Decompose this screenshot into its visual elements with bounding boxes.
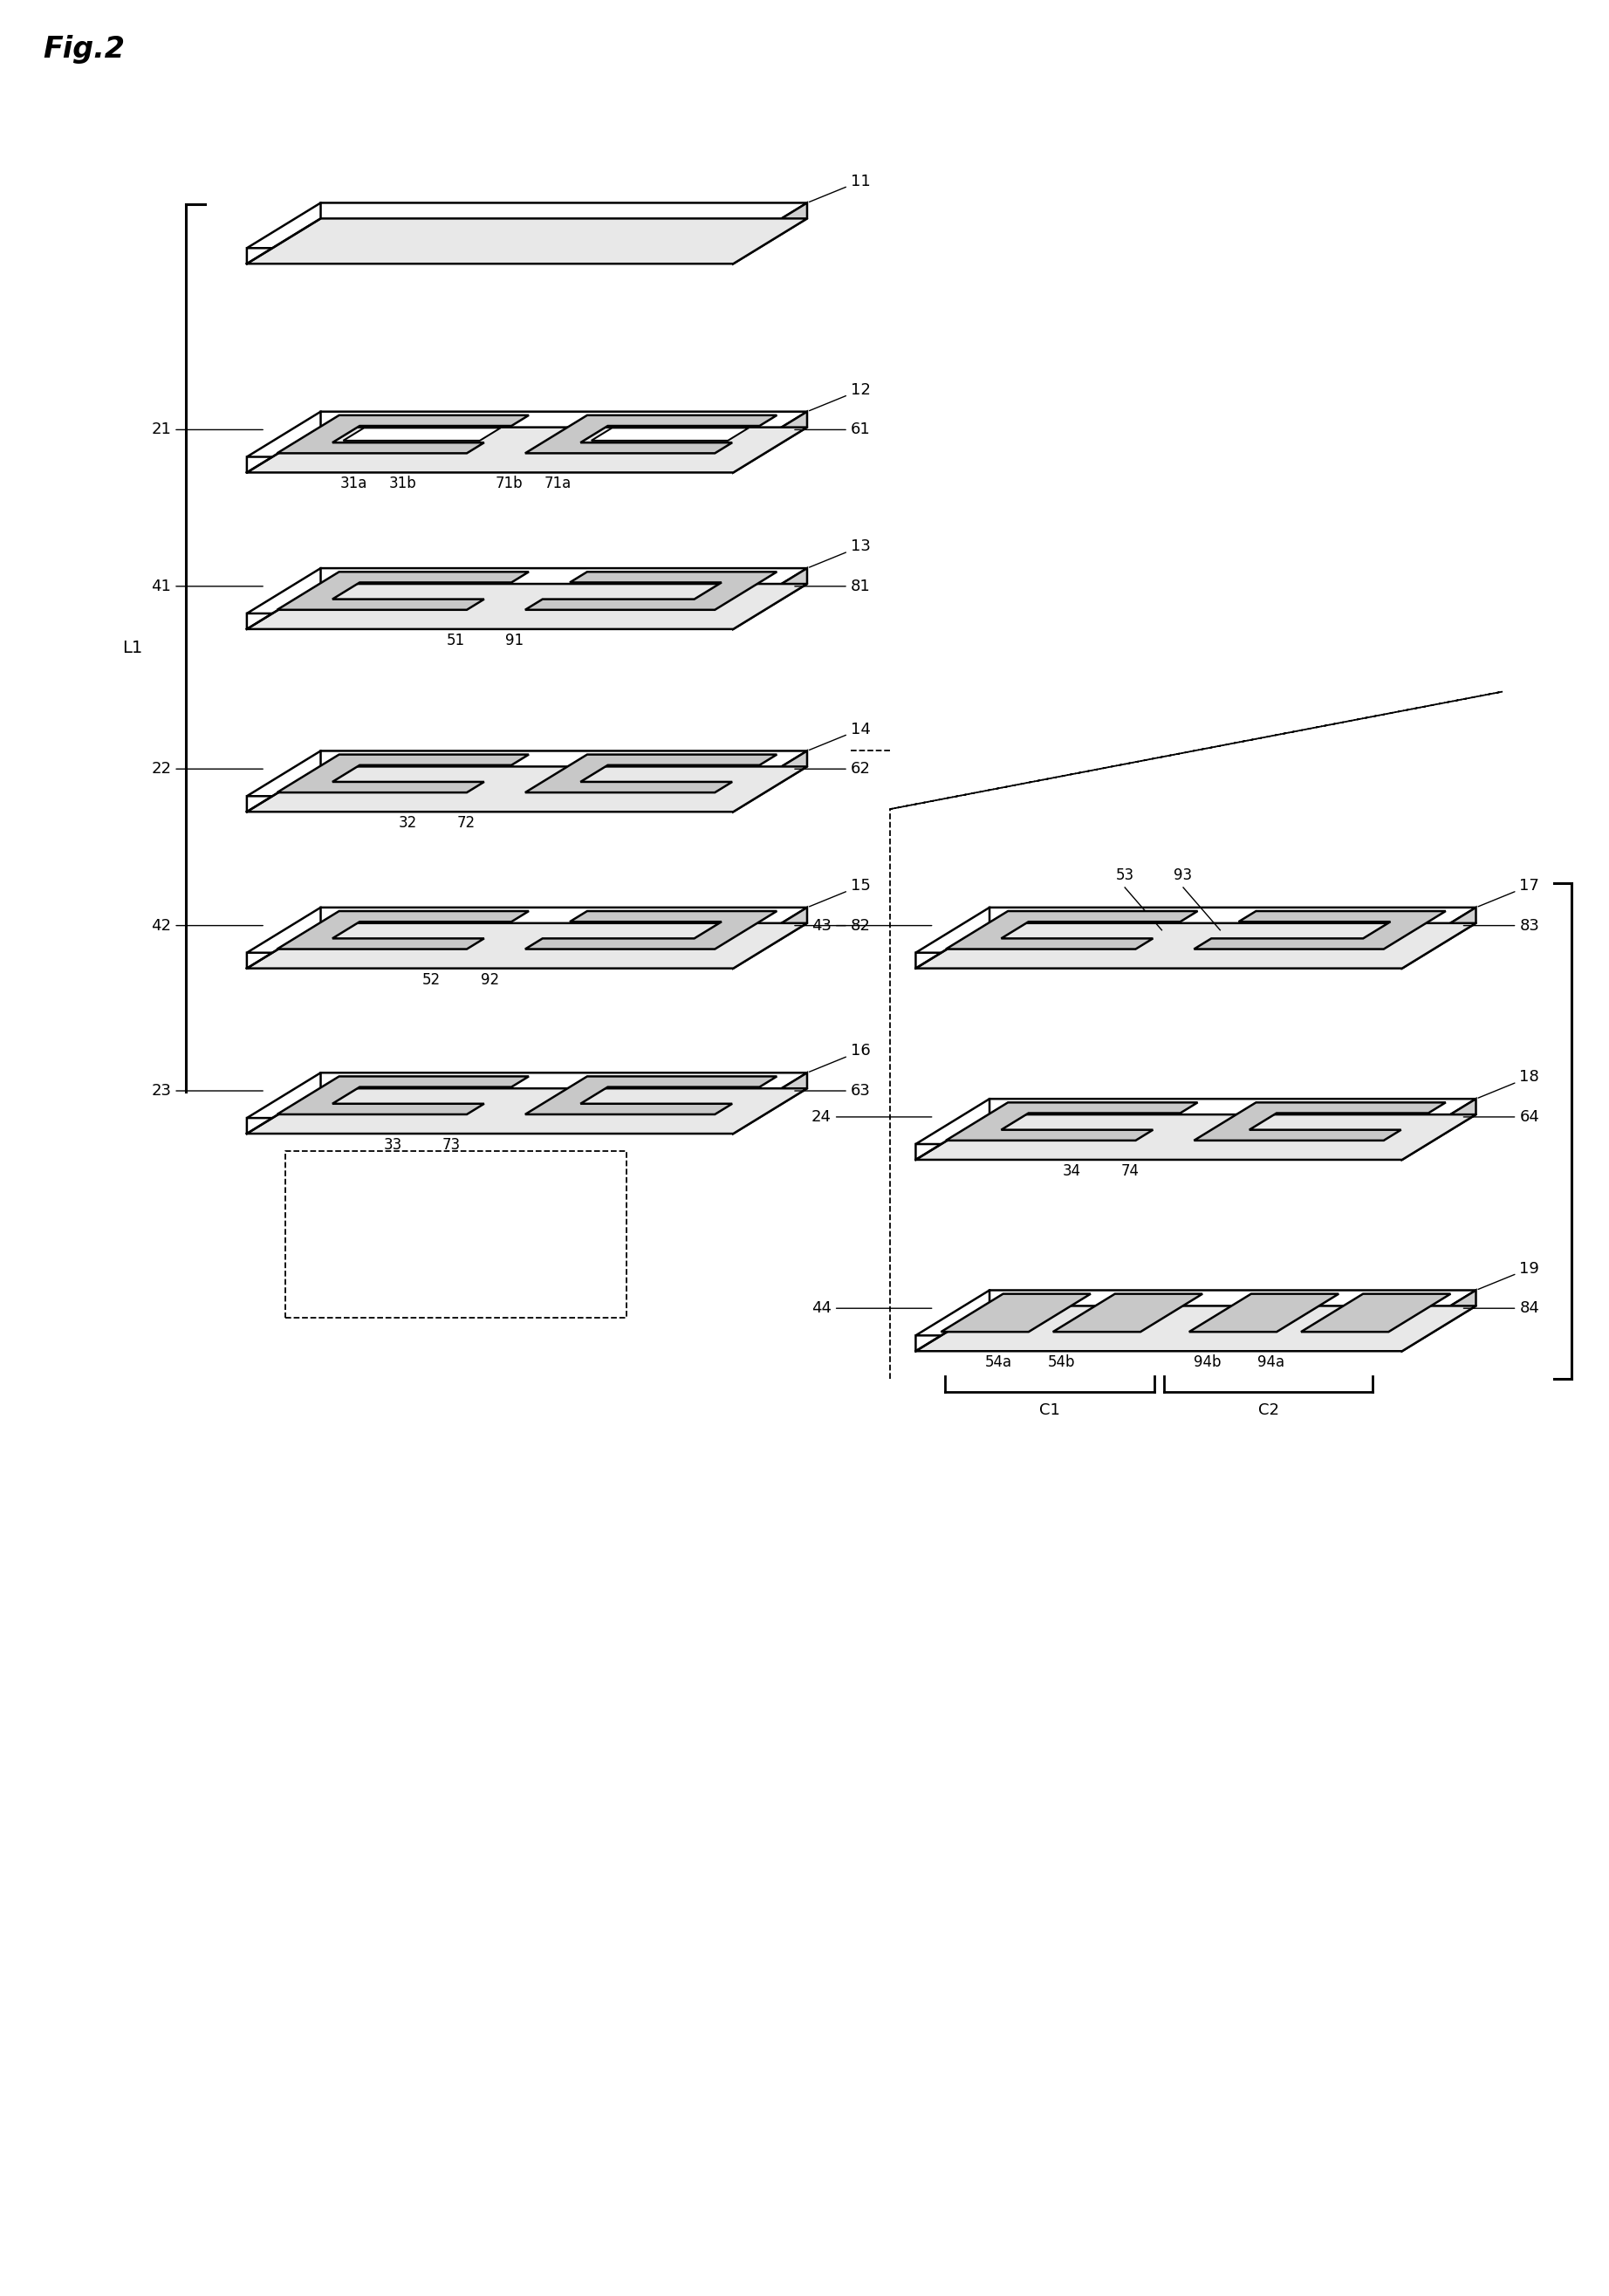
Text: 21: 21 bbox=[151, 422, 262, 439]
Polygon shape bbox=[916, 1100, 1475, 1143]
Text: 54a: 54a bbox=[985, 1355, 1012, 1371]
Polygon shape bbox=[946, 912, 1197, 948]
Text: 93: 93 bbox=[1175, 868, 1192, 884]
Text: 43: 43 bbox=[811, 918, 932, 934]
Text: 94b: 94b bbox=[1194, 1355, 1221, 1371]
Text: 15: 15 bbox=[809, 877, 870, 907]
Text: C1: C1 bbox=[1039, 1403, 1060, 1419]
Text: 11: 11 bbox=[809, 172, 870, 202]
Polygon shape bbox=[592, 427, 748, 441]
Polygon shape bbox=[734, 202, 808, 264]
Text: 63: 63 bbox=[795, 1084, 870, 1100]
Text: 14: 14 bbox=[809, 721, 870, 751]
Polygon shape bbox=[1401, 1100, 1475, 1159]
Polygon shape bbox=[941, 1295, 1091, 1332]
Polygon shape bbox=[916, 1114, 1475, 1159]
Text: 71a: 71a bbox=[544, 475, 571, 491]
Text: 84: 84 bbox=[1464, 1300, 1540, 1316]
Polygon shape bbox=[916, 1306, 1475, 1350]
Polygon shape bbox=[1401, 1290, 1475, 1350]
Polygon shape bbox=[916, 923, 1475, 969]
Polygon shape bbox=[1194, 1102, 1446, 1141]
Polygon shape bbox=[1194, 912, 1446, 948]
Text: 16: 16 bbox=[809, 1042, 870, 1072]
Text: 31a: 31a bbox=[339, 475, 367, 491]
Text: 13: 13 bbox=[809, 540, 870, 567]
Polygon shape bbox=[246, 411, 808, 457]
Text: 23: 23 bbox=[151, 1084, 262, 1100]
Text: 91: 91 bbox=[505, 634, 523, 647]
Polygon shape bbox=[734, 567, 808, 629]
Text: 32: 32 bbox=[397, 815, 417, 831]
Text: 64: 64 bbox=[1464, 1109, 1540, 1125]
Text: C2: C2 bbox=[1258, 1403, 1279, 1419]
Polygon shape bbox=[1401, 907, 1475, 969]
Polygon shape bbox=[277, 572, 529, 611]
Polygon shape bbox=[946, 1102, 1197, 1141]
Text: 73: 73 bbox=[442, 1137, 460, 1153]
Text: 92: 92 bbox=[481, 971, 499, 987]
Polygon shape bbox=[916, 1290, 1475, 1336]
Polygon shape bbox=[246, 567, 808, 613]
Text: 83: 83 bbox=[1464, 918, 1540, 934]
Polygon shape bbox=[246, 218, 808, 264]
Polygon shape bbox=[1302, 1295, 1451, 1332]
Text: 19: 19 bbox=[1479, 1261, 1540, 1290]
Text: L1: L1 bbox=[122, 641, 143, 657]
Text: 18: 18 bbox=[1479, 1070, 1540, 1097]
Polygon shape bbox=[525, 1077, 777, 1114]
Polygon shape bbox=[525, 912, 777, 948]
Text: 42: 42 bbox=[151, 918, 262, 934]
Polygon shape bbox=[277, 416, 529, 452]
Text: 82: 82 bbox=[795, 918, 870, 934]
Polygon shape bbox=[734, 411, 808, 473]
Text: 34: 34 bbox=[1062, 1164, 1081, 1178]
Polygon shape bbox=[734, 907, 808, 969]
Text: 51: 51 bbox=[447, 634, 465, 647]
Polygon shape bbox=[734, 1072, 808, 1134]
Text: 41: 41 bbox=[151, 579, 262, 595]
Text: 62: 62 bbox=[795, 762, 870, 776]
Polygon shape bbox=[343, 427, 500, 441]
Polygon shape bbox=[246, 202, 808, 248]
Text: 52: 52 bbox=[423, 971, 441, 987]
Polygon shape bbox=[277, 1077, 529, 1114]
Text: 17: 17 bbox=[1479, 877, 1540, 907]
Text: Fig.2: Fig.2 bbox=[43, 34, 126, 64]
Text: 74: 74 bbox=[1120, 1164, 1139, 1178]
Polygon shape bbox=[734, 751, 808, 813]
Polygon shape bbox=[246, 583, 808, 629]
Polygon shape bbox=[525, 572, 777, 611]
Text: 81: 81 bbox=[795, 579, 870, 595]
Text: 22: 22 bbox=[151, 762, 262, 776]
Polygon shape bbox=[246, 767, 808, 813]
Text: 54b: 54b bbox=[1047, 1355, 1075, 1371]
Text: 12: 12 bbox=[809, 381, 870, 411]
Polygon shape bbox=[246, 923, 808, 969]
Polygon shape bbox=[525, 416, 777, 452]
Polygon shape bbox=[277, 755, 529, 792]
Text: 24: 24 bbox=[811, 1109, 932, 1125]
Text: 44: 44 bbox=[811, 1300, 932, 1316]
Text: 72: 72 bbox=[457, 815, 475, 831]
Text: 71b: 71b bbox=[496, 475, 523, 491]
Polygon shape bbox=[916, 907, 1475, 953]
Polygon shape bbox=[1189, 1295, 1339, 1332]
Polygon shape bbox=[246, 427, 808, 473]
Text: 31b: 31b bbox=[389, 475, 417, 491]
Polygon shape bbox=[246, 1088, 808, 1134]
Polygon shape bbox=[246, 1072, 808, 1118]
Polygon shape bbox=[246, 751, 808, 797]
Text: 94a: 94a bbox=[1257, 1355, 1284, 1371]
Text: 33: 33 bbox=[383, 1137, 402, 1153]
Text: 53: 53 bbox=[1115, 868, 1134, 884]
Polygon shape bbox=[277, 912, 529, 948]
Polygon shape bbox=[246, 907, 808, 953]
Polygon shape bbox=[525, 755, 777, 792]
Polygon shape bbox=[1052, 1295, 1202, 1332]
Text: 61: 61 bbox=[795, 422, 870, 439]
